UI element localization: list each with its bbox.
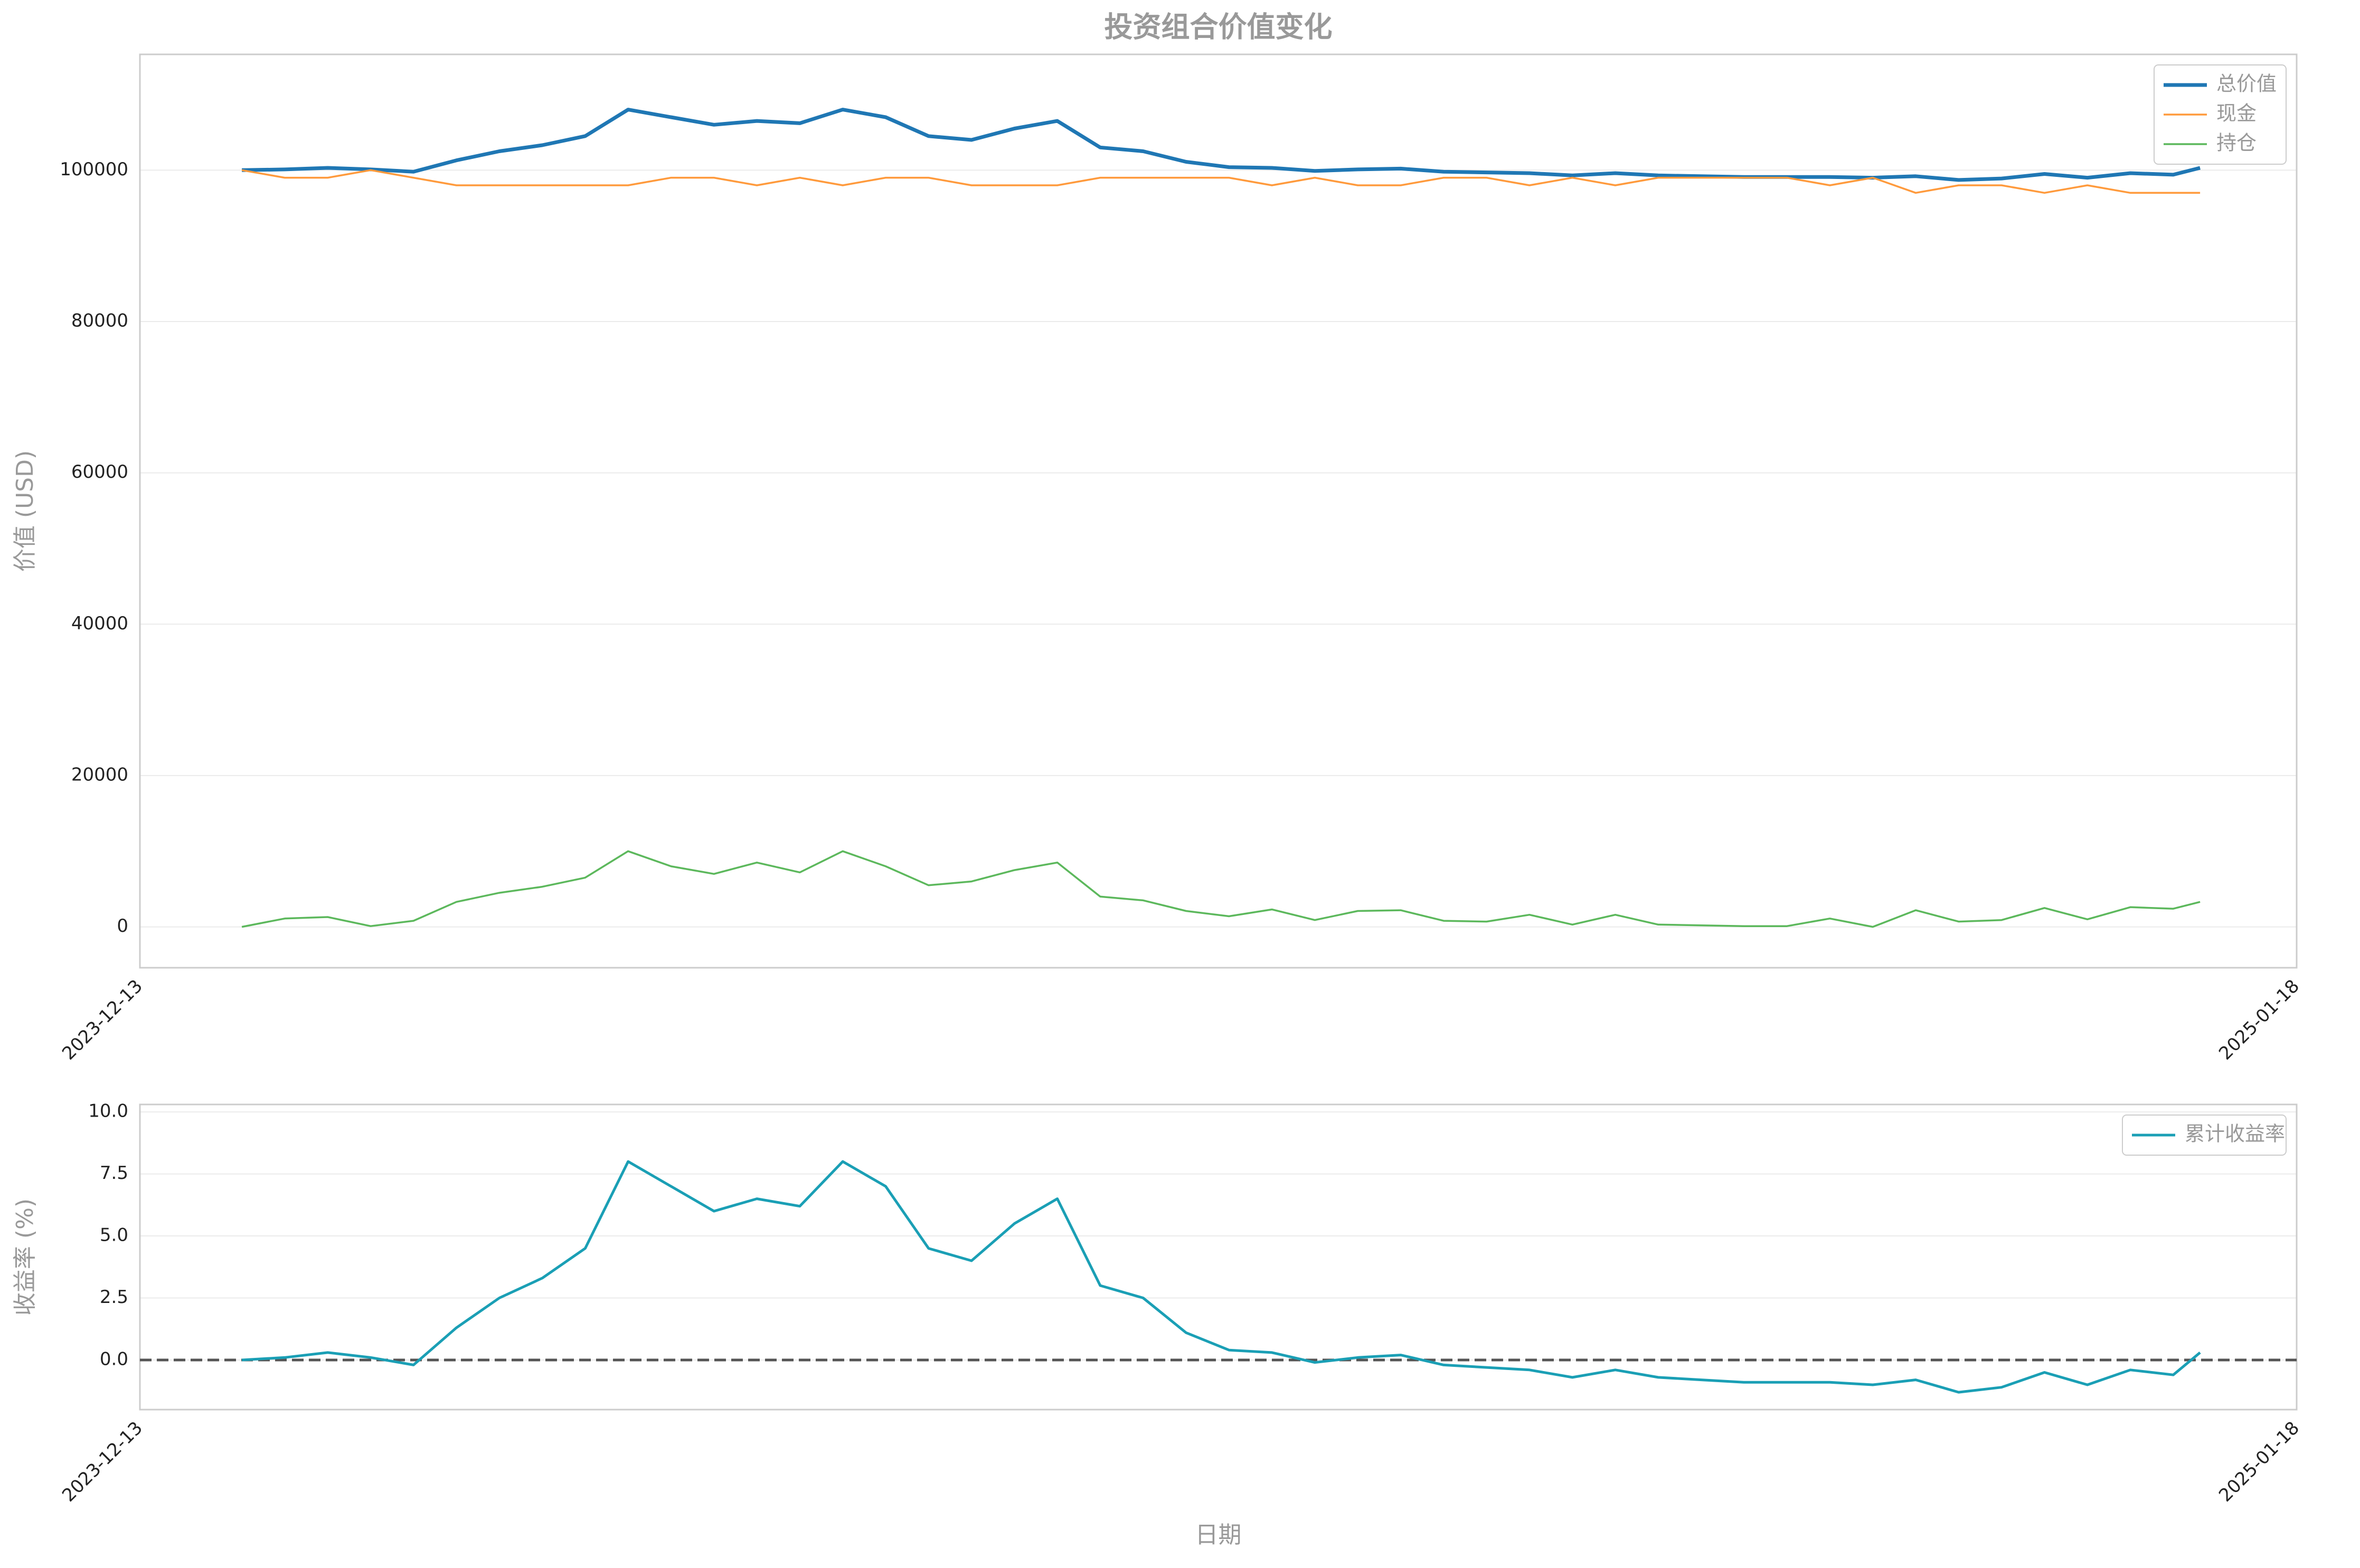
series-line: [241, 169, 2201, 194]
y-tick-label: 10.0: [88, 1101, 128, 1122]
y-tick-label: 20000: [71, 764, 128, 785]
y-tick-label: 2.5: [100, 1287, 128, 1308]
legend-label: 累计收益率: [2185, 1122, 2285, 1146]
series-line: [242, 108, 2201, 182]
y-axis-label: 收益率 (%): [12, 1198, 39, 1316]
legend-label: 总价值: [2216, 72, 2277, 96]
series-line: [241, 1160, 2201, 1394]
x-tick-label: 2023-12-13: [58, 976, 147, 1064]
legend-box: [2154, 64, 2287, 165]
series-line: [241, 850, 2201, 928]
y-axis-label: 价值 (USD): [12, 450, 39, 572]
legend-label: 持仓: [2216, 131, 2257, 155]
y-tick-label: 40000: [71, 613, 128, 634]
legend-label: 现金: [2216, 102, 2257, 125]
x-tick-label: 2023-12-13: [58, 1418, 147, 1506]
y-tick-label: 5.0: [100, 1225, 128, 1246]
legend-box: [2122, 1114, 2287, 1156]
y-tick-label: 7.5: [100, 1163, 128, 1184]
x-tick-label: 2025-01-18: [2215, 976, 2304, 1064]
x-tick-label: 2025-01-18: [2215, 1418, 2304, 1506]
plot-frame: [139, 53, 2298, 969]
y-tick-label: 60000: [71, 461, 128, 483]
plot-frame: [139, 1103, 2298, 1411]
y-tick-label: 0.0: [100, 1349, 128, 1370]
y-tick-label: 80000: [71, 310, 128, 331]
y-tick-label: 0: [117, 915, 128, 937]
x-axis-label: 日期: [1195, 1522, 1242, 1548]
chart-title: 投资组合价值变化: [1105, 11, 1333, 44]
y-tick-label: 100000: [60, 159, 128, 180]
